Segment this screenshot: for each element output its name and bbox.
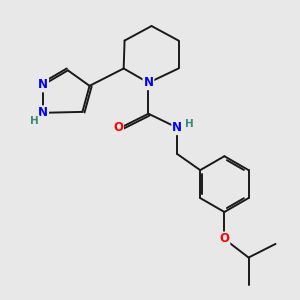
Text: N: N <box>38 78 48 92</box>
Text: H: H <box>185 119 194 129</box>
Text: O: O <box>113 121 123 134</box>
Text: N: N <box>143 76 154 89</box>
Text: O: O <box>219 232 230 245</box>
Text: N: N <box>172 121 182 134</box>
Text: N: N <box>38 106 48 119</box>
Text: H: H <box>30 116 39 126</box>
